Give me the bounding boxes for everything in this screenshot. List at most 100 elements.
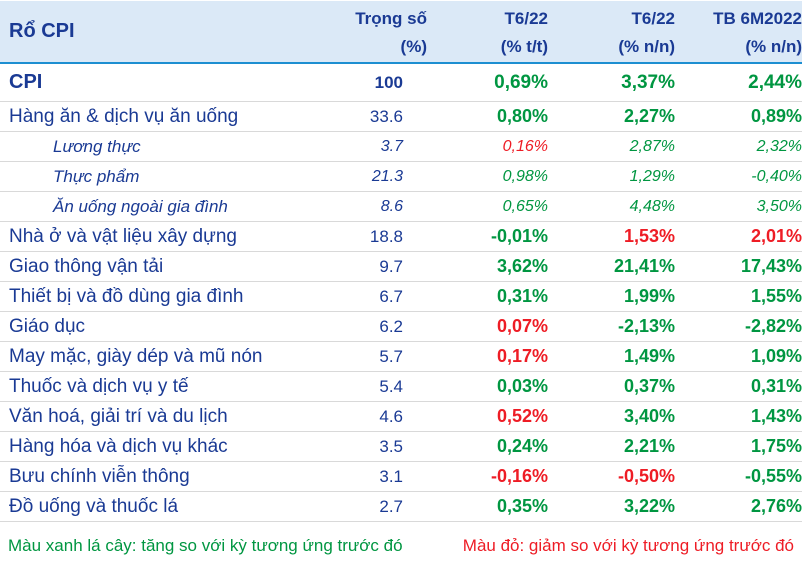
weight-value: 6.2	[379, 316, 403, 336]
column-header-avg6m-line1: TB 6M2022	[713, 9, 802, 28]
weight-value: 4.6	[379, 406, 403, 426]
weight-value: 6.7	[379, 286, 403, 306]
mom-change-value: 0,07%	[496, 316, 548, 336]
avg-6m-change-value: 17,43%	[740, 256, 802, 276]
table-row: Bưu chính viễn thông 3.1 -0,16% -0,50% -…	[0, 462, 802, 492]
weight-value: 100	[374, 72, 403, 92]
avg-6m-change-value: 2,01%	[750, 226, 802, 246]
mom-change-value: 0,35%	[496, 496, 548, 516]
table-row: Văn hoá, giải trí và du lịch 4.6 0,52% 3…	[0, 402, 802, 432]
column-header-yoy-line1: T6/22	[631, 9, 675, 28]
weight-value: 33.6	[369, 106, 403, 126]
avg-6m-change-value: -0,55%	[744, 466, 802, 486]
column-header-avg6m: TB 6M2022 (% n/n)	[675, 1, 802, 62]
category-label: Nhà ở và vật liệu xây dựng	[9, 225, 237, 247]
avg-6m-change-value: -0,40%	[751, 167, 802, 185]
mom-change-value: -0,16%	[490, 466, 548, 486]
avg-6m-change-value: 0,31%	[750, 376, 802, 396]
weight-value: 3.5	[379, 436, 403, 456]
weight-value: 18.8	[369, 226, 403, 246]
mom-change-value: 0,52%	[496, 406, 548, 426]
mom-change-value: 0,17%	[496, 346, 548, 366]
table-row: Giáo dục 6.2 0,07% -2,13% -2,82%	[0, 312, 802, 342]
table-header-row: Rổ CPI Trọng số (%) T6/22 (% t/t) T6/22 …	[0, 0, 802, 64]
column-header-weight-line1: Trọng số	[355, 9, 427, 28]
category-label: Hàng hóa và dịch vụ khác	[9, 435, 228, 457]
avg-6m-change-value: 2,44%	[748, 71, 802, 93]
table-row: Hàng hóa và dịch vụ khác 3.5 0,24% 2,21%…	[0, 432, 802, 462]
avg-6m-change-value: 2,32%	[756, 137, 802, 155]
mom-change-value: 0,24%	[496, 436, 548, 456]
avg-6m-change-value: 0,89%	[750, 106, 802, 126]
table-row: Thực phẩm 21.3 0,98% 1,29% -0,40%	[0, 162, 802, 192]
avg-6m-change-value: 1,43%	[750, 406, 802, 426]
yoy-change-value: 3,40%	[623, 406, 675, 426]
column-header-yoy: T6/22 (% n/n)	[548, 1, 675, 62]
yoy-change-value: 21,41%	[613, 256, 675, 276]
table-row: May mặc, giày dép và mũ nón 5.7 0,17% 1,…	[0, 342, 802, 372]
column-header-mom: T6/22 (% t/t)	[427, 1, 548, 62]
column-header-weight: Trọng số (%)	[330, 1, 427, 62]
yoy-change-value: 2,27%	[623, 106, 675, 126]
category-label: Thuốc và dịch vụ y tế	[9, 375, 189, 397]
weight-value: 3.1	[379, 466, 403, 486]
mom-change-value: -0,01%	[490, 226, 548, 246]
category-label: Văn hoá, giải trí và du lịch	[9, 405, 228, 427]
category-label: Giao thông vận tải	[9, 255, 164, 277]
color-legend: Màu xanh lá cây: tăng so với kỳ tương ứn…	[0, 522, 802, 556]
weight-value: 5.4	[379, 376, 403, 396]
column-header-yoy-line2: (% n/n)	[618, 37, 675, 56]
column-header-mom-line2: (% t/t)	[500, 37, 548, 56]
mom-change-value: 0,80%	[496, 106, 548, 126]
weight-value: 21.3	[371, 167, 403, 185]
weight-value: 3.7	[380, 137, 403, 155]
yoy-change-value: -0,50%	[617, 466, 675, 486]
basket-header-label: Rổ CPI	[9, 20, 75, 42]
legend-green-note: Màu xanh lá cây: tăng so với kỳ tương ứn…	[8, 536, 403, 555]
mom-change-value: 0,65%	[502, 197, 548, 215]
category-label: Ăn uống ngoài gia đình	[53, 196, 228, 216]
table-row: CPI 100 0,69% 3,37% 2,44%	[0, 64, 802, 102]
mom-change-value: 0,03%	[496, 376, 548, 396]
table-row: Nhà ở và vật liệu xây dựng 18.8 -0,01% 1…	[0, 222, 802, 252]
category-label: Đồ uống và thuốc lá	[9, 495, 179, 517]
yoy-change-value: 3,22%	[623, 496, 675, 516]
avg-6m-change-value: 1,09%	[750, 346, 802, 366]
yoy-change-value: 1,53%	[623, 226, 675, 246]
yoy-change-value: 1,99%	[623, 286, 675, 306]
column-header-weight-line2: (%)	[400, 37, 427, 56]
legend-red-note: Màu đỏ: giảm so với kỳ tương ứng trước đ…	[462, 536, 794, 555]
table-body: CPI 100 0,69% 3,37% 2,44% Hàng ăn & dịch…	[0, 64, 802, 522]
column-header-avg6m-line2: (% n/n)	[745, 37, 802, 56]
weight-value: 8.6	[380, 197, 403, 215]
mom-change-value: 0,31%	[496, 286, 548, 306]
weight-value: 2.7	[379, 496, 403, 516]
avg-6m-change-value: 2,76%	[750, 496, 802, 516]
category-label: May mặc, giày dép và mũ nón	[9, 345, 263, 367]
avg-6m-change-value: 1,75%	[750, 436, 802, 456]
avg-6m-change-value: 3,50%	[756, 197, 802, 215]
table-row: Thuốc và dịch vụ y tế 5.4 0,03% 0,37% 0,…	[0, 372, 802, 402]
avg-6m-change-value: -2,82%	[744, 316, 802, 336]
yoy-change-value: 1,49%	[623, 346, 675, 366]
weight-value: 9.7	[379, 256, 403, 276]
table-row: Giao thông vận tải 9.7 3,62% 21,41% 17,4…	[0, 252, 802, 282]
table-row: Thiết bị và đồ dùng gia đình 6.7 0,31% 1…	[0, 282, 802, 312]
table-row: Hàng ăn & dịch vụ ăn uống 33.6 0,80% 2,2…	[0, 102, 802, 132]
category-label: Giáo dục	[9, 315, 86, 337]
yoy-change-value: 0,37%	[623, 376, 675, 396]
mom-change-value: 0,16%	[502, 137, 548, 155]
table-row: Đồ uống và thuốc lá 2.7 0,35% 3,22% 2,76…	[0, 492, 802, 522]
category-label: Thiết bị và đồ dùng gia đình	[9, 285, 244, 307]
category-label: CPI	[9, 71, 43, 93]
mom-change-value: 3,62%	[496, 256, 548, 276]
avg-6m-change-value: 1,55%	[750, 286, 802, 306]
category-label: Lương thực	[53, 136, 141, 156]
column-header-mom-line1: T6/22	[504, 9, 548, 28]
yoy-change-value: -2,13%	[617, 316, 675, 336]
mom-change-value: 0,98%	[502, 167, 548, 185]
table-row: Lương thực 3.7 0,16% 2,87% 2,32%	[0, 132, 802, 162]
yoy-change-value: 2,87%	[629, 137, 675, 155]
category-label: Thực phẩm	[53, 166, 140, 186]
